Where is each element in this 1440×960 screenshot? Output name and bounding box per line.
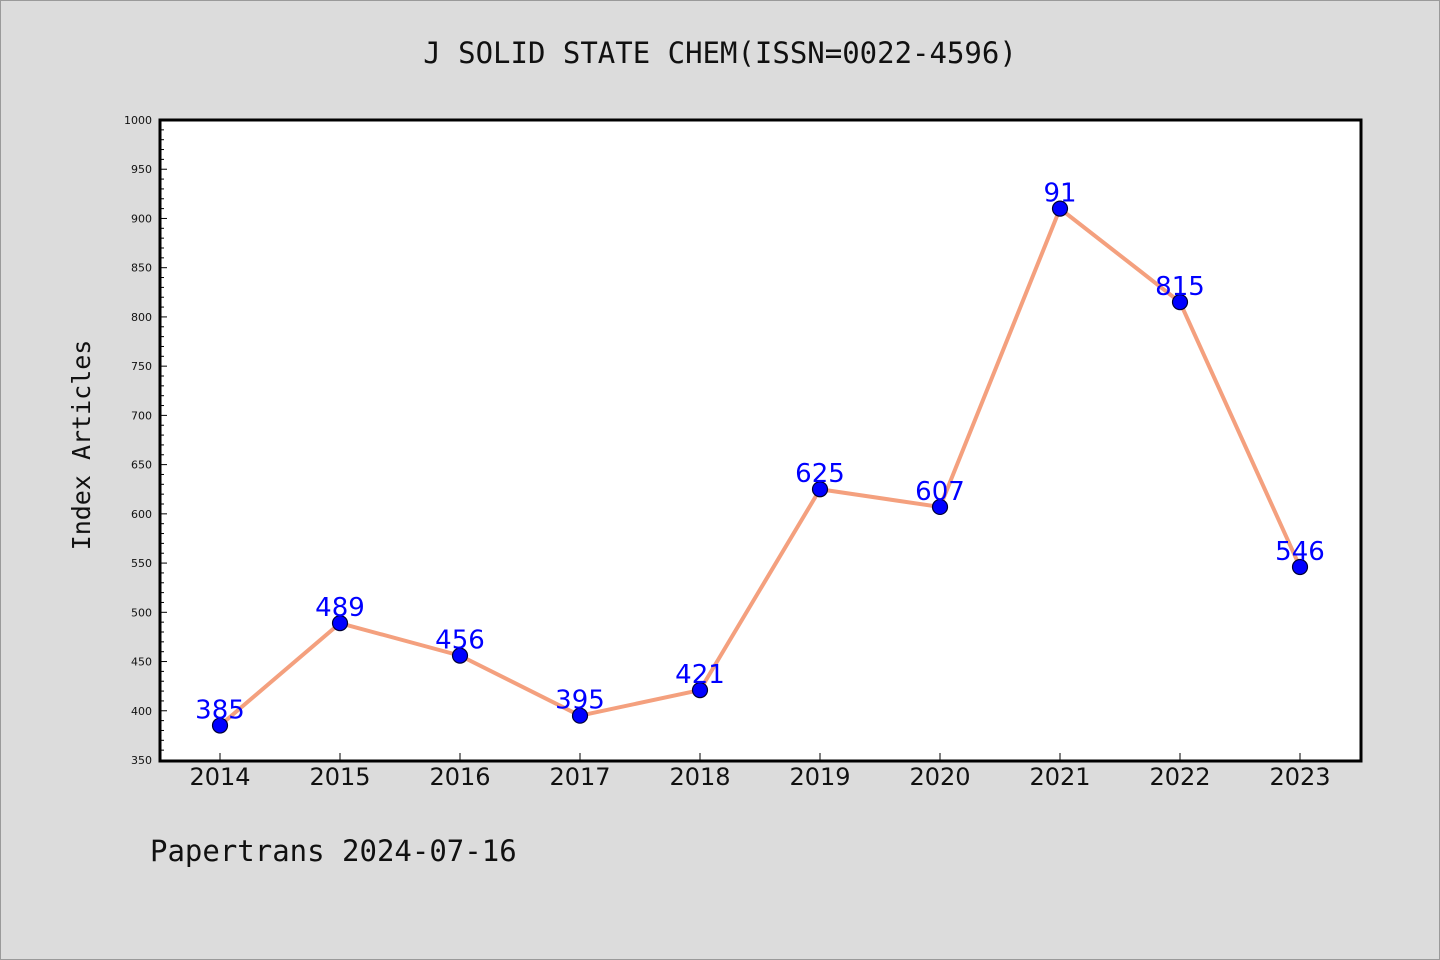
- x-tick-label: 2020: [909, 763, 970, 791]
- data-point: [451, 647, 469, 664]
- y-tick-label: 750: [131, 360, 152, 373]
- data-label: 607: [915, 477, 965, 507]
- x-tick-label: 2017: [549, 763, 610, 791]
- y-tick-label: 400: [131, 705, 152, 718]
- footer-source-date: Papertrans 2024-07-16: [150, 834, 517, 868]
- data-point: [931, 498, 949, 516]
- y-tick-label: 950: [131, 163, 152, 176]
- data-point: [1171, 294, 1189, 311]
- data-label: 546: [1275, 537, 1325, 567]
- x-tick-label: 2016: [429, 763, 490, 791]
- y-axis: 350 400 450 500 550 600 650 700 750 800 850 900 950 1…: [124, 114, 167, 767]
- data-label: 815: [1155, 272, 1205, 302]
- x-tick-label: 2023: [1269, 763, 1330, 791]
- data-label: 91: [1043, 179, 1076, 209]
- data-label: 489: [315, 593, 365, 623]
- data-label: 456: [435, 626, 485, 656]
- data-label: 625: [795, 459, 845, 489]
- y-tick-label: 1000: [124, 114, 152, 127]
- data-label: 385: [195, 696, 245, 726]
- data-label: 421: [675, 660, 725, 690]
- y-tick-label: 350: [131, 754, 152, 767]
- x-tick-label: 2021: [1029, 763, 1090, 791]
- y-tick-label: 900: [131, 212, 152, 225]
- data-point: [691, 681, 709, 699]
- data-point: [211, 717, 229, 734]
- data-point: [331, 615, 349, 632]
- data-point: [811, 481, 829, 498]
- data-point: [1051, 200, 1069, 217]
- series-line: [218, 206, 1302, 728]
- data-point: [571, 707, 589, 724]
- chart-title: J SOLID STATE CHEM(ISSN=0022-4596): [423, 36, 1017, 70]
- x-tick-label: 2015: [309, 763, 370, 791]
- y-tick-label: 450: [131, 656, 152, 669]
- y-axis-label: Index Articles: [67, 340, 96, 551]
- y-tick-label: 850: [131, 262, 152, 275]
- y-tick-label: 550: [131, 557, 152, 570]
- x-tick-label: 2018: [669, 763, 730, 791]
- x-tick-label: 2014: [189, 763, 250, 791]
- x-tick-label: 2022: [1149, 763, 1210, 791]
- plot-area: [158, 118, 1363, 763]
- y-tick-label: 500: [131, 606, 152, 619]
- y-tick-label: 800: [131, 311, 152, 324]
- series-layer: 385 489 456 395 421 625 607 91 815 546: [195, 179, 1325, 734]
- y-tick-label: 600: [131, 508, 152, 521]
- data-label: 395: [555, 686, 605, 716]
- data-point: [1291, 558, 1309, 576]
- y-tick-label: 700: [131, 409, 152, 422]
- x-tick-label: 2019: [789, 763, 850, 791]
- y-tick-label: 650: [131, 459, 152, 472]
- x-axis: 2014 2015 2016 2017 2018 2019 2020 2021 2022 2023: [189, 753, 1331, 791]
